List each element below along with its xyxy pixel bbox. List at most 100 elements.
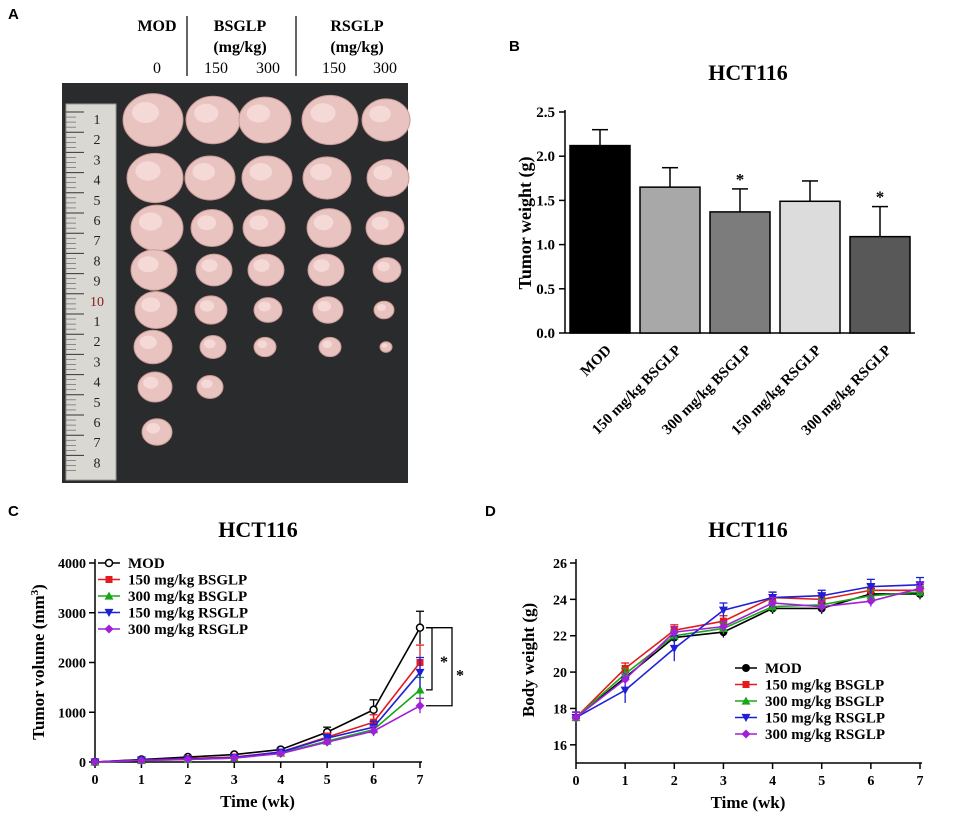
bar xyxy=(569,144,631,334)
data-point xyxy=(718,606,728,615)
y-tick-label: 3000 xyxy=(58,607,86,622)
significance-mark: * xyxy=(736,170,745,189)
ruler-label: 4 xyxy=(94,376,101,391)
legend-label: 300 mg/kg BSGLP xyxy=(765,694,884,710)
y-tick-label: 0.0 xyxy=(536,326,555,342)
data-point xyxy=(415,685,425,694)
unit-label-bsglp: (mg/kg) xyxy=(213,39,266,56)
x-tick-label: 7 xyxy=(417,773,424,788)
y-axis-label-text: Tumor volume (mm xyxy=(29,595,48,740)
series-line xyxy=(94,671,421,763)
y-tick-label: 2000 xyxy=(58,657,86,672)
photo-background xyxy=(62,83,408,483)
dose-label: 300 xyxy=(373,60,397,77)
data-point xyxy=(90,757,100,767)
data-point xyxy=(571,713,581,723)
ruler-label: 6 xyxy=(94,416,101,431)
legend-label: 300 mg/kg RSGLP xyxy=(765,727,885,743)
x-tick-label: 4 xyxy=(277,773,284,788)
legend-label: 150 mg/kg BSGLP xyxy=(128,573,247,589)
data-point xyxy=(91,758,99,766)
data-point xyxy=(669,627,679,637)
data-point xyxy=(719,617,727,625)
data-point xyxy=(621,664,629,672)
bar xyxy=(709,211,771,334)
data-point xyxy=(915,583,925,593)
chart-title: HCT116 xyxy=(708,517,787,542)
ruler-label: 3 xyxy=(94,153,101,168)
data-point xyxy=(105,576,113,583)
data-point xyxy=(741,696,751,705)
data-point xyxy=(768,602,778,611)
data-point xyxy=(718,623,728,633)
data-point xyxy=(276,745,285,754)
ruler-label: 1 xyxy=(94,315,101,330)
tumor-highlight xyxy=(310,103,336,123)
series-line xyxy=(94,662,421,763)
x-axis-label: Time (wk) xyxy=(220,792,295,811)
dose-label: 300 xyxy=(256,60,280,77)
data-point xyxy=(866,583,876,592)
data-point xyxy=(818,595,826,603)
y-axis-label: Tumor weight (g) xyxy=(515,156,536,289)
data-point xyxy=(915,587,925,596)
data-point xyxy=(104,624,114,634)
data-point xyxy=(415,623,425,632)
data-point xyxy=(183,755,193,764)
tumor-highlight xyxy=(141,297,161,313)
tumor-highlight xyxy=(371,216,389,230)
series-line xyxy=(575,584,921,719)
data-point xyxy=(230,750,239,759)
tumor-highlight xyxy=(138,212,163,231)
tumor-highlight xyxy=(377,261,390,272)
data-point xyxy=(670,633,679,642)
data-point xyxy=(276,748,286,757)
data-point xyxy=(415,701,425,711)
series-line xyxy=(94,689,421,763)
ruler-label: 8 xyxy=(94,456,101,471)
x-category-label: MOD xyxy=(578,342,615,379)
legend-label: 300 mg/kg BSGLP xyxy=(128,589,247,605)
tumor-highlight xyxy=(132,102,159,123)
ruler-label: 3 xyxy=(94,355,101,370)
tumor-highlight xyxy=(139,335,157,349)
tumor-highlight xyxy=(322,340,333,349)
ruler-label: 7 xyxy=(94,234,101,249)
data-point xyxy=(866,589,875,598)
y-tick-label: 1.5 xyxy=(536,193,555,209)
tumor-highlight xyxy=(313,259,330,272)
series-line xyxy=(575,593,920,719)
data-point xyxy=(817,592,827,601)
x-tick-label: 5 xyxy=(324,773,331,788)
data-point xyxy=(572,713,580,722)
y-tick-label: 2.5 xyxy=(536,105,555,121)
tumor-highlight xyxy=(143,376,159,389)
group-label-mod: MOD xyxy=(137,18,176,35)
y-tick-label: 26 xyxy=(553,557,567,572)
data-point xyxy=(322,734,332,743)
series-line xyxy=(94,627,421,763)
data-point xyxy=(322,736,332,745)
data-point xyxy=(621,673,630,682)
tumor-highlight xyxy=(317,301,331,312)
x-tick-label: 6 xyxy=(370,773,377,788)
data-point xyxy=(719,628,728,637)
dose-label: 150 xyxy=(322,60,346,77)
tumor-highlight xyxy=(373,165,393,181)
unit-label-rsglp: (mg/kg) xyxy=(330,39,383,56)
x-category-label: 300 mg/kg BSGLP xyxy=(659,343,755,439)
series-line xyxy=(575,587,921,719)
significance-bracket xyxy=(426,627,433,691)
tumor-highlight xyxy=(203,339,216,349)
significance-mark: * xyxy=(456,668,464,685)
group-label-bsglp: BSGLP xyxy=(214,18,267,35)
tumor-highlight xyxy=(201,259,218,272)
data-point xyxy=(915,581,925,590)
y-tick-label: 24 xyxy=(553,593,567,608)
data-point xyxy=(768,598,778,608)
y-tick-label: 22 xyxy=(553,630,567,645)
data-point xyxy=(416,659,424,666)
data-point xyxy=(229,753,239,763)
tumor-highlight xyxy=(377,304,386,311)
data-point xyxy=(276,748,286,757)
